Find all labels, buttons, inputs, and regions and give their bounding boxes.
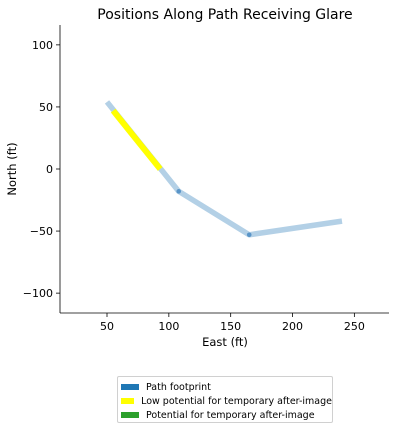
x-tick-label: 50 [100,320,114,333]
x-tick-label: 100 [158,320,179,333]
chart-title: Positions Along Path Receiving Glare [97,7,352,23]
y-axis-ticks: 100 50 0 −50 −100 [23,39,60,300]
series-path-footprint [104,100,343,238]
x-axis-ticks: 50 100 150 200 250 [100,313,365,333]
series-low-potential-glare [110,108,163,171]
x-axis-label: East (ft) [202,335,248,349]
y-tick-label: 0 [46,163,53,176]
y-tick-label: 50 [39,101,53,114]
legend-label: Potential for temporary after-image [146,409,315,421]
legend-item-path-footprint: Path footprint [121,380,332,394]
y-tick-label: 100 [32,39,53,52]
legend-swatch [121,398,135,404]
legend: Path footprint Low potential for tempora… [117,376,333,423]
legend-swatch [121,384,139,390]
plot-area [104,100,343,238]
legend-label: Low potential for temporary after-image [141,395,332,407]
y-axis-label: North (ft) [5,142,19,195]
path-vertex-point [246,232,252,238]
legend-label: Path footprint [146,381,211,393]
legend-item-low-potential: Low potential for temporary after-image [121,394,332,408]
legend-item-potential: Potential for temporary after-image [121,408,332,422]
x-tick-label: 150 [220,320,241,333]
y-tick-label: −100 [23,287,53,300]
x-tick-label: 250 [344,320,365,333]
legend-swatch [121,412,139,418]
y-tick-label: −50 [30,225,53,238]
path-vertex-point [176,189,182,194]
x-tick-label: 200 [282,320,303,333]
